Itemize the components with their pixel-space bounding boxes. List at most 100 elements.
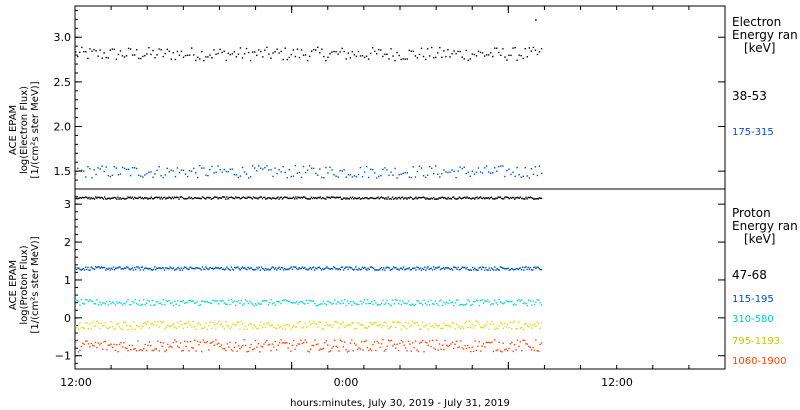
proton-point-1060-1900 xyxy=(436,339,438,341)
proton-point-1060-1900 xyxy=(192,347,194,349)
electron-point-175-315 xyxy=(184,173,187,175)
electron-point-175-315 xyxy=(408,176,411,178)
proton-point-115-195 xyxy=(299,268,301,270)
electron-point-175-315 xyxy=(410,176,413,179)
proton-point-310-580 xyxy=(530,304,533,306)
proton-point-795-1193 xyxy=(219,324,221,326)
proton-point-795-1193 xyxy=(147,321,149,323)
proton-point-115-195 xyxy=(326,266,328,268)
proton-point-47-68 xyxy=(251,198,254,200)
proton-point-47-68 xyxy=(325,198,327,200)
proton-point-47-68 xyxy=(113,196,116,199)
proton-point-310-580 xyxy=(99,301,101,304)
electron-point-175-315 xyxy=(195,172,197,174)
proton-point-310-580 xyxy=(295,301,298,303)
proton-point-115-195 xyxy=(197,267,199,269)
electron-point-38-53 xyxy=(345,58,347,60)
proton-point-47-68 xyxy=(258,196,260,199)
proton-point-115-195 xyxy=(265,267,267,270)
proton-point-115-195 xyxy=(262,268,265,270)
proton-point-47-68 xyxy=(351,196,354,198)
proton-point-47-68 xyxy=(503,198,505,200)
proton-point-115-195 xyxy=(170,267,173,269)
electron-point-175-315 xyxy=(231,168,234,170)
proton-point-47-68 xyxy=(364,197,366,199)
electron-point-175-315 xyxy=(475,171,478,173)
proton-point-115-195 xyxy=(491,268,494,270)
electron-point-175-315 xyxy=(449,171,451,173)
proton-point-1060-1900 xyxy=(370,349,373,352)
electron-point-175-315 xyxy=(426,174,429,176)
proton-point-795-1193 xyxy=(242,322,244,325)
proton-point-115-195 xyxy=(376,269,378,271)
proton-point-47-68 xyxy=(130,197,132,199)
proton-point-795-1193 xyxy=(332,324,335,326)
electron-point-38-53 xyxy=(418,53,421,56)
proton-point-47-68 xyxy=(271,197,274,199)
proton-point-115-195 xyxy=(434,268,436,271)
proton-point-795-1193 xyxy=(363,327,366,329)
proton-point-47-68 xyxy=(112,197,115,199)
proton-point-1060-1900 xyxy=(237,345,240,347)
proton-point-47-68 xyxy=(375,197,377,200)
proton-point-1060-1900 xyxy=(191,346,193,349)
proton-point-1060-1900 xyxy=(533,349,536,352)
proton-point-115-195 xyxy=(382,267,385,269)
electron-point-175-315 xyxy=(512,171,514,173)
proton-point-1060-1900 xyxy=(501,351,503,353)
proton-point-47-68 xyxy=(476,196,478,198)
proton-point-1060-1900 xyxy=(168,346,170,348)
proton-point-115-195 xyxy=(314,269,316,271)
proton-point-795-1193 xyxy=(297,322,299,324)
proton-point-115-195 xyxy=(306,268,308,271)
proton-point-47-68 xyxy=(301,197,304,199)
electron-point-175-315 xyxy=(125,168,128,171)
proton-point-1060-1900 xyxy=(443,348,445,351)
electron-point-175-315 xyxy=(469,175,472,178)
proton-point-47-68 xyxy=(348,198,350,200)
proton-point-47-68 xyxy=(101,197,104,199)
proton-point-115-195 xyxy=(372,267,375,270)
proton-point-1060-1900 xyxy=(538,350,540,352)
proton-point-47-68 xyxy=(405,197,407,199)
proton-point-115-195 xyxy=(247,266,249,269)
proton-point-310-580 xyxy=(93,302,95,305)
proton-point-47-68 xyxy=(381,197,384,199)
proton-point-795-1193 xyxy=(237,321,240,324)
electron-point-175-315 xyxy=(445,171,447,173)
proton-point-47-68 xyxy=(182,197,185,200)
proton-point-115-195 xyxy=(199,267,201,270)
proton-point-310-580 xyxy=(222,299,224,302)
proton-point-47-68 xyxy=(169,197,171,199)
electron-point-175-315 xyxy=(384,167,386,169)
proton-point-47-68 xyxy=(286,196,288,199)
proton-point-310-580 xyxy=(488,300,490,303)
proton-point-1060-1900 xyxy=(110,343,112,345)
proton-point-1060-1900 xyxy=(508,347,510,350)
proton-point-795-1193 xyxy=(420,328,422,331)
proton-point-47-68 xyxy=(346,197,348,199)
electron-point-175-315 xyxy=(223,168,225,171)
proton-point-1060-1900 xyxy=(274,340,277,343)
electron-point-175-315 xyxy=(247,177,250,179)
proton-point-795-1193 xyxy=(184,322,186,325)
proton-point-310-580 xyxy=(198,304,200,307)
electron-point-175-315 xyxy=(471,170,474,173)
electron-point-175-315 xyxy=(514,175,516,178)
proton-point-47-68 xyxy=(195,197,197,199)
proton-point-310-580 xyxy=(352,301,354,303)
proton-point-47-68 xyxy=(302,196,305,198)
electron-point-175-315 xyxy=(217,165,219,167)
electron-point-175-315 xyxy=(111,174,114,176)
electron-point-38-53 xyxy=(231,53,234,55)
proton-point-310-580 xyxy=(97,304,100,306)
electron-point-38-53 xyxy=(168,50,170,53)
proton-point-115-195 xyxy=(409,269,412,271)
proton-point-1060-1900 xyxy=(225,349,227,352)
proton-point-47-68 xyxy=(97,196,99,199)
proton-point-795-1193 xyxy=(226,324,228,327)
electron-point-175-315 xyxy=(524,167,526,169)
proton-point-795-1193 xyxy=(450,326,452,328)
proton-point-795-1193 xyxy=(285,323,288,326)
